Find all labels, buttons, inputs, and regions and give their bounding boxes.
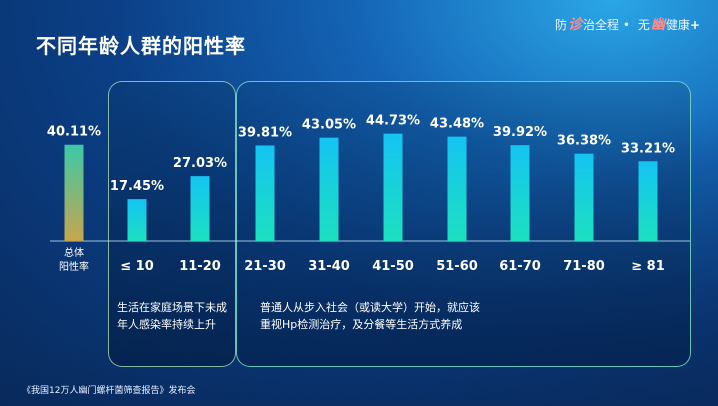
data-label-5: 44.73% [366, 114, 420, 129]
tick-label-2: 11-20 [179, 259, 221, 274]
bar-3 [255, 145, 275, 241]
bar-4 [319, 137, 339, 241]
tick-label-4: 31-40 [308, 259, 350, 274]
page-title: 不同年龄人群的阳性率 [36, 34, 246, 58]
tick-label-3: 21-30 [244, 259, 286, 274]
bar-6 [447, 136, 467, 241]
brand-text: 健康 [665, 18, 690, 32]
footer-source: 《我国12万人幽门螺杆菌筛查报告》发布会 [22, 386, 196, 396]
tick-label-6: 51-60 [436, 259, 478, 274]
adults-note: 普通人从步入社会（或读大学）开始，就应该重视Hp检测治疗，及分餐等生活方式养成 [260, 301, 480, 331]
brand-text: 防 [554, 18, 567, 32]
data-label-3: 39.81% [238, 125, 292, 140]
tick-label-0: 总体阳性率 [59, 246, 89, 273]
brand-text: 治全程 [582, 18, 619, 32]
data-label-6: 43.48% [430, 117, 484, 132]
tick-label-7: 61-70 [499, 259, 541, 274]
bar-5 [383, 133, 403, 241]
data-label-4: 43.05% [302, 118, 356, 133]
bar-7 [510, 145, 530, 241]
tick-label-5: 41-50 [372, 259, 414, 274]
brand-text: 无 [637, 18, 650, 32]
minors-note: 生活在家庭场景下未成年人感染率持续上升 [117, 301, 227, 331]
data-label-8: 36.38% [557, 134, 611, 149]
tick-label-8: 71-80 [563, 259, 605, 274]
brand-plus-icon: + [689, 18, 700, 32]
bar-0 [64, 144, 84, 241]
brand-logo-glyph: 幽 [650, 17, 665, 33]
bar-8 [574, 153, 594, 241]
bar-9 [638, 161, 658, 241]
tick-label-1: ≤ 10 [120, 259, 154, 274]
data-label-0: 40.11% [47, 125, 101, 140]
data-label-7: 39.92% [493, 125, 547, 140]
data-label-1: 17.45% [110, 179, 164, 194]
data-label-9: 33.21% [621, 141, 675, 156]
tick-label-9: ≥ 81 [631, 259, 665, 274]
brand-logo-glyph: 诊 [567, 17, 582, 33]
brand-logo-text: 防诊治全程 • 无幽健康+ [555, 14, 700, 34]
brand-separator-dot: • [622, 18, 630, 32]
data-label-2: 27.03% [173, 156, 227, 171]
bar-1 [127, 199, 147, 241]
bar-2 [190, 176, 210, 241]
